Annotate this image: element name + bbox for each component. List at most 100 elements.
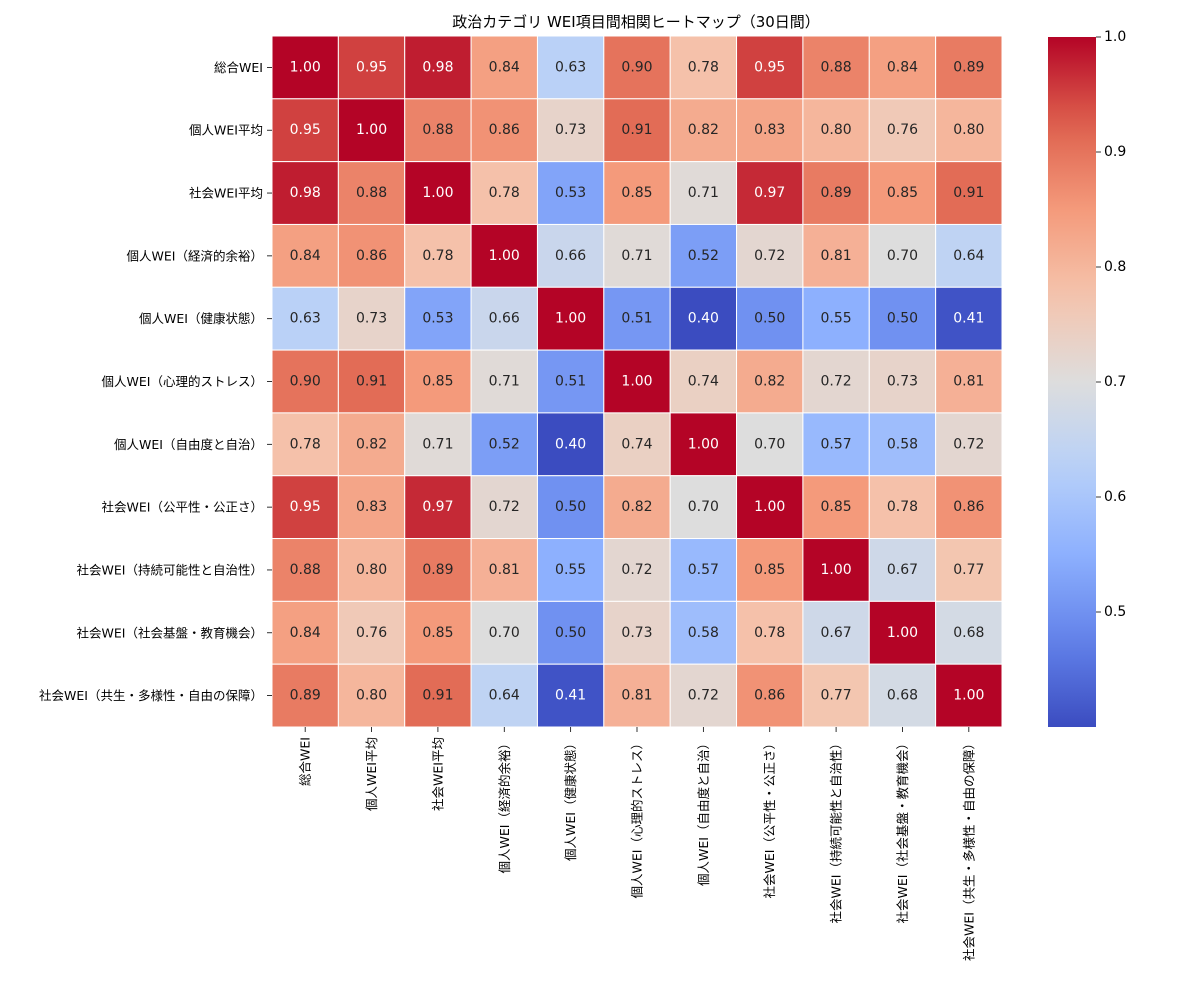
heatmap-cell <box>736 412 804 477</box>
cell-value-label: 0.78 <box>754 625 785 641</box>
heatmap-cell <box>802 538 870 602</box>
cell-value-label: 0.95 <box>754 59 785 75</box>
heatmap-cell <box>271 412 339 477</box>
heatmap-cell <box>935 286 1003 351</box>
cell-value-label: 0.85 <box>422 625 453 641</box>
heatmap-cell <box>603 475 671 540</box>
cell-value-label: 0.88 <box>290 562 321 578</box>
heatmap-cell <box>736 35 804 100</box>
cell-value-label: 0.89 <box>821 185 852 201</box>
heatmap-cell <box>470 412 538 477</box>
y-tick-label: 総合WEI <box>214 60 263 75</box>
cell-value-label: 1.00 <box>290 59 321 75</box>
cell-value-label: 0.72 <box>821 374 852 390</box>
cell-value-label: 0.81 <box>489 562 520 578</box>
cell-value-label: 1.00 <box>754 499 785 515</box>
y-tick-label: 個人WEI（自由度と自治） <box>114 437 263 452</box>
cell-value-label: 0.50 <box>555 499 586 515</box>
cell-value-label: 0.81 <box>953 374 984 390</box>
chart-title: 政治カテゴリ WEI項目間相関ヒートマップ（30日間） <box>452 13 820 31</box>
cell-value-label: 0.98 <box>290 185 321 201</box>
heatmap-cell <box>470 538 538 602</box>
cell-value-label: 0.67 <box>887 562 918 578</box>
cell-value-label: 0.52 <box>688 248 719 264</box>
heatmap-cell <box>271 600 339 665</box>
heatmap-cell <box>935 475 1003 540</box>
cell-value-label: 0.95 <box>290 499 321 515</box>
cell-value-label: 0.58 <box>688 625 719 641</box>
heatmap-cell <box>536 223 605 288</box>
heatmap-cell <box>868 663 937 728</box>
cell-value-label: 0.84 <box>489 59 520 75</box>
cell-value-label: 0.78 <box>290 436 321 452</box>
cell-value-label: 0.84 <box>290 248 321 264</box>
cell-value-label: 0.40 <box>555 436 586 452</box>
cell-value-label: 0.78 <box>887 499 918 515</box>
cell-value-label: 0.64 <box>489 688 520 704</box>
heatmap-cell <box>669 98 738 163</box>
colorbar-tick-label: 0.6 <box>1104 489 1126 505</box>
cell-value-label: 0.70 <box>754 436 785 452</box>
cell-value-label: 0.74 <box>688 374 719 390</box>
heatmap-cell <box>935 223 1003 288</box>
cell-value-label: 0.86 <box>356 248 387 264</box>
y-tick-label: 個人WEI（健康状態） <box>139 311 263 326</box>
x-tick-label: 社会WEI（持続可能性と自治性） <box>829 737 844 923</box>
cell-value-label: 0.71 <box>688 185 719 201</box>
cell-value-label: 0.71 <box>422 436 453 452</box>
cell-value-label: 0.67 <box>821 625 852 641</box>
heatmap-cell <box>868 286 937 351</box>
y-tick-label: 個人WEI（心理的ストレス） <box>102 374 263 389</box>
cell-value-label: 0.88 <box>356 185 387 201</box>
heatmap-cell <box>802 286 870 351</box>
y-tick-label: 社会WEI平均 <box>189 186 263 201</box>
cell-value-label: 0.77 <box>953 562 984 578</box>
heatmap-cell <box>736 98 804 163</box>
cell-value-label: 0.81 <box>621 688 652 704</box>
heatmap-cell <box>271 538 339 602</box>
heatmap-cells: 1.00 0.95 0.98 0.84 0.63 0.90 0.78 0.95 0.88 0.84… <box>271 35 1003 728</box>
cell-value-label: 0.63 <box>290 311 321 327</box>
heatmap-cell <box>271 349 339 414</box>
cell-value-label: 1.00 <box>887 625 918 641</box>
heatmap-cell <box>802 600 870 665</box>
cell-value-label: 0.72 <box>621 562 652 578</box>
cell-value-label: 0.50 <box>887 311 918 327</box>
heatmap-cell <box>935 538 1003 602</box>
x-tick-label: 個人WEI（経済的余裕） <box>497 737 512 873</box>
cell-value-label: 0.91 <box>953 185 984 201</box>
heatmap-cell <box>603 223 671 288</box>
heatmap-cell <box>404 223 472 288</box>
heatmap-cell <box>404 663 472 728</box>
heatmap-cell <box>404 161 472 225</box>
heatmap-cell <box>802 412 870 477</box>
cell-value-label: 0.70 <box>688 499 719 515</box>
heatmap-cell <box>935 98 1003 163</box>
cell-value-label: 0.76 <box>887 122 918 138</box>
cell-value-label: 0.85 <box>887 185 918 201</box>
cell-value-label: 0.78 <box>688 59 719 75</box>
heatmap-cell <box>404 412 472 477</box>
heatmap-cell <box>603 286 671 351</box>
colorbar-tick-label: 0.7 <box>1104 374 1126 390</box>
cell-value-label: 0.76 <box>356 625 387 641</box>
heatmap-cell <box>404 286 472 351</box>
cell-value-label: 0.85 <box>621 185 652 201</box>
heatmap-cell <box>802 349 870 414</box>
y-tick-label: 個人WEI（経済的余裕） <box>127 248 263 263</box>
x-tick-label: 個人WEI（健康状態） <box>563 737 578 861</box>
y-tick-label: 社会WEI（共生・多様性・自由の保障） <box>39 688 263 703</box>
cell-value-label: 0.70 <box>489 625 520 641</box>
heatmap-cell <box>935 600 1003 665</box>
x-tick-labels: 総合WEI 個人WEI平均 社会WEI平均 個人WEI（経済的余裕） 個人WEI（健康状… <box>298 727 976 961</box>
cell-value-label: 0.71 <box>621 248 652 264</box>
heatmap-cell <box>669 412 738 477</box>
heatmap-cell <box>470 600 538 665</box>
cell-value-label: 0.50 <box>555 625 586 641</box>
heatmap-cell <box>404 538 472 602</box>
cell-value-label: 0.85 <box>422 374 453 390</box>
cell-value-label: 0.80 <box>356 562 387 578</box>
heatmap-cell <box>337 412 406 477</box>
cell-value-label: 0.72 <box>489 499 520 515</box>
